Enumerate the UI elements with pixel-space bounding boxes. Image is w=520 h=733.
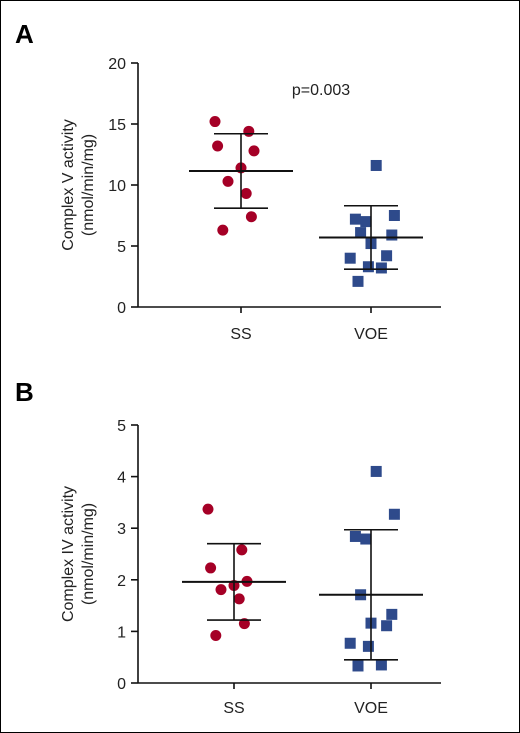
data-point-circle	[217, 224, 229, 236]
x-tick-label: VOE	[354, 700, 388, 717]
panel-a: A Complex V activity (nmol/min/mg) p=0.0…	[15, 19, 441, 343]
data-point-circle	[222, 175, 234, 187]
series-ss	[182, 503, 286, 642]
data-point-circle	[240, 188, 252, 200]
panel-b-ylabel-line2: (nmol/min/mg)	[80, 503, 97, 605]
y-tick-label: 0	[117, 676, 126, 693]
data-point-square	[362, 640, 374, 652]
data-point-circle	[202, 503, 214, 515]
data-point-square	[388, 508, 400, 520]
data-point-circle	[205, 562, 217, 574]
data-point-square	[381, 620, 393, 632]
panel-a-ylabel-line1: Complex V activity	[60, 119, 77, 251]
data-point-circle	[248, 145, 260, 157]
data-point-circle	[233, 593, 245, 605]
data-point-square	[349, 530, 361, 542]
y-tick-label: 5	[117, 239, 126, 256]
y-tick-label: 4	[117, 470, 126, 487]
data-point-square	[349, 213, 361, 225]
y-tick-label: 0	[117, 300, 126, 317]
data-point-square	[386, 608, 398, 620]
data-point-square	[370, 159, 382, 171]
data-point-circle	[210, 630, 222, 642]
data-point-circle	[212, 140, 224, 152]
x-tick-label: SS	[223, 700, 244, 717]
panel-a-ylabel-line2: (nmol/min/mg)	[80, 134, 97, 236]
series-ss	[189, 116, 293, 236]
data-point-square	[388, 210, 400, 221]
x-tick-label: VOE	[354, 326, 388, 343]
data-point-circle	[238, 618, 250, 630]
data-point-circle	[243, 125, 255, 137]
data-point-circle	[245, 211, 257, 223]
y-tick-label: 10	[108, 178, 126, 195]
y-tick-label: 3	[117, 521, 126, 538]
y-tick-label: 1	[117, 624, 126, 641]
data-point-square	[362, 261, 374, 273]
data-point-circle	[209, 116, 221, 128]
panel-a-plot: 0 5 10 15 20 SS VOE	[108, 56, 441, 343]
panel-b-letter: B	[15, 377, 34, 407]
panel-b: B Complex IV activity (nmol/min/mg) 0 1 2 3…	[15, 377, 441, 717]
data-point-square	[360, 533, 372, 545]
y-tick-label: 20	[108, 56, 126, 73]
data-point-square	[375, 262, 387, 274]
data-point-square	[352, 660, 364, 672]
series-voe	[319, 465, 423, 672]
data-point-circle	[236, 544, 248, 556]
data-point-square	[370, 465, 382, 477]
data-point-square	[344, 252, 356, 264]
y-tick-label: 15	[108, 117, 126, 134]
panel-b-plot: 0 1 2 3 4 5 SS VOE	[117, 418, 441, 717]
data-point-square	[355, 227, 367, 239]
series-voe	[319, 159, 423, 287]
data-point-square	[381, 250, 393, 262]
y-tick-label: 5	[117, 418, 126, 435]
data-point-square	[344, 637, 356, 649]
panel-b-ylabel-line1: Complex IV activity	[60, 486, 77, 622]
y-tick-label: 2	[117, 573, 126, 590]
data-point-circle	[215, 584, 227, 596]
panel-a-letter: A	[15, 19, 34, 49]
data-point-square	[360, 216, 372, 228]
x-tick-label: SS	[230, 326, 251, 343]
data-point-square	[386, 229, 398, 241]
data-point-square	[352, 275, 364, 287]
panel-a-p-value: p=0.003	[292, 82, 350, 99]
data-point-square	[375, 659, 387, 671]
